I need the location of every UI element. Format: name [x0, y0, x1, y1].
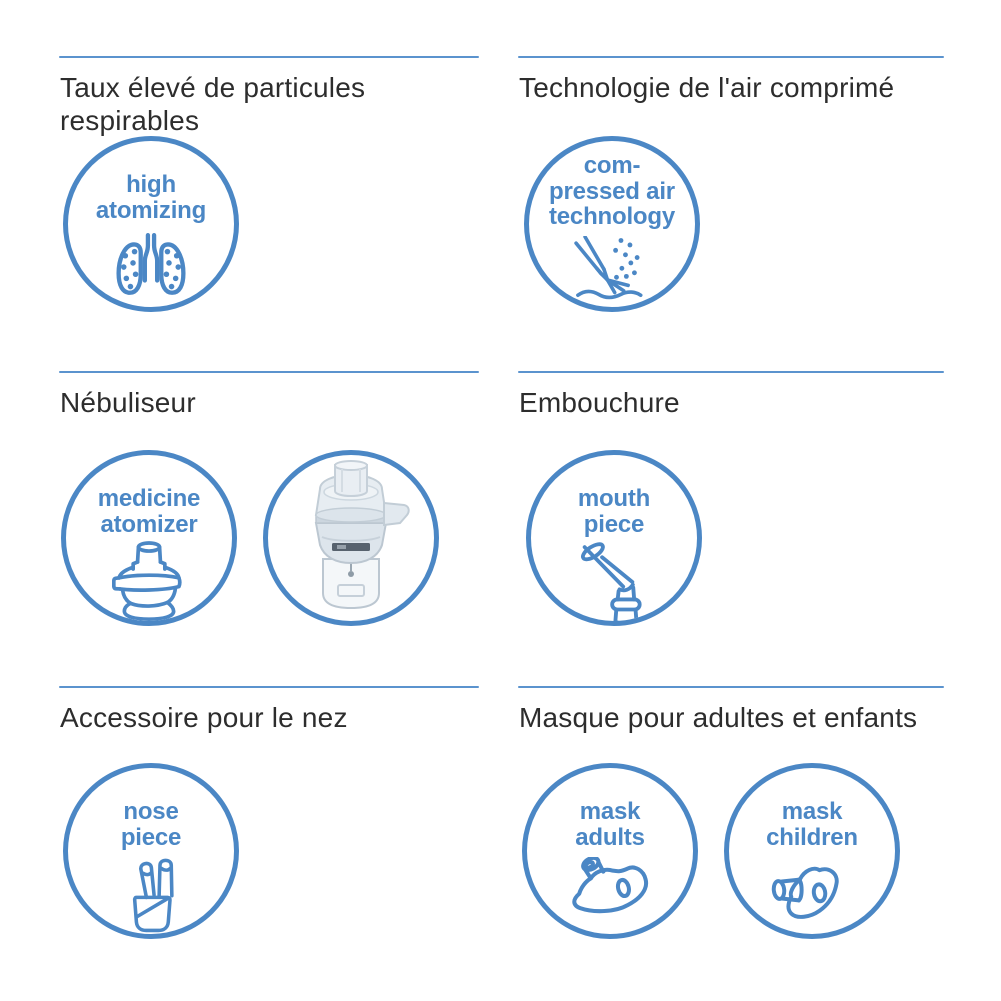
- section-heading: Embouchure: [519, 387, 680, 418]
- section-divider: [59, 686, 479, 688]
- badge-row: com- pressed air technology: [524, 136, 700, 312]
- high-atomizing-badge: high atomizing: [63, 136, 239, 312]
- badge-label: nose piece: [120, 798, 182, 851]
- section-compressed-air: Technologie de l'air comprimé com- press…: [518, 56, 944, 312]
- mouthpiece-icon: [580, 542, 642, 621]
- nebulizer-chamber-illustration: [314, 460, 410, 610]
- medicine-atomizer-icon: [112, 541, 182, 621]
- badge-label-line: medicine: [97, 485, 201, 512]
- mask-adults-badge: mask adults: [522, 763, 698, 939]
- section-nebulizer: Nébuliseur medicine atomizer: [59, 371, 479, 626]
- section-nosepiece: Accessoire pour le nez nose piece: [59, 686, 479, 939]
- badge-row: high atomizing: [63, 136, 239, 312]
- mask-children-badge: mask children: [724, 763, 900, 939]
- badge-row: medicine atomizer: [61, 450, 439, 626]
- nosepiece-badge: nose piece: [63, 763, 239, 939]
- badge-label-line: nose: [123, 798, 179, 825]
- nebulizer-chamber-photo: [263, 450, 439, 626]
- section-heading: Accessoire pour le nez: [60, 702, 348, 733]
- badge-label: mouth piece: [577, 485, 651, 538]
- section-masks: Masque pour adultes et enfants mask adul…: [518, 686, 944, 939]
- badge-label: medicine atomizer: [97, 485, 201, 538]
- section-heading: Masque pour adultes et enfants: [519, 702, 918, 733]
- section-heading: Taux élevé de particules respirables: [60, 72, 366, 136]
- badge-label-line: pressed air: [549, 177, 675, 205]
- section-divider: [518, 56, 944, 58]
- badge-label-line: com-: [583, 152, 641, 179]
- badge-label-line: high: [126, 171, 176, 198]
- medicine-atomizer-badge: medicine atomizer: [61, 450, 237, 626]
- lungs-with-particles-icon: [116, 233, 186, 295]
- badge-label-line: atomizing: [95, 196, 207, 224]
- section-heading: Nébuliseur: [60, 387, 196, 418]
- badge-label-line: technology: [548, 203, 675, 230]
- badge-label-line: mask: [781, 798, 843, 825]
- section-divider: [518, 371, 944, 373]
- nosepiece-icon: [132, 858, 174, 933]
- section-divider: [59, 371, 479, 373]
- badge-row: mouth piece: [526, 450, 702, 626]
- badge-row: mask adults mask chi: [522, 763, 900, 939]
- badge-label: com- pressed air technology: [549, 153, 675, 230]
- section-respirable-particles: Taux élevé de particules respirables hig…: [59, 56, 479, 312]
- spray-nozzle-particles-icon: [574, 235, 643, 299]
- mouthpiece-badge: mouth piece: [526, 450, 702, 626]
- badge-label-line: mask: [579, 798, 641, 825]
- adult-mask-icon: [572, 857, 649, 914]
- section-heading: Technologie de l'air comprimé: [519, 72, 895, 103]
- badge-label-line: mouth: [577, 485, 651, 512]
- badge-label-line: piece: [583, 510, 645, 538]
- compressed-air-badge: com- pressed air technology: [524, 136, 700, 312]
- badge-label: mask adults: [575, 798, 645, 851]
- section-mouthpiece: Embouchure mouth piece: [518, 371, 944, 626]
- badge-label-line: children: [766, 823, 858, 851]
- badge-label: high atomizing: [96, 172, 206, 223]
- section-divider: [518, 686, 944, 688]
- badge-label: mask children: [766, 799, 858, 850]
- badge-label-line: piece: [120, 823, 182, 851]
- badge-label-line: atomizer: [100, 510, 198, 538]
- badge-row: nose piece: [63, 763, 239, 939]
- badge-label-line: adults: [575, 823, 645, 851]
- children-mask-icon: [771, 866, 839, 919]
- section-divider: [59, 56, 479, 58]
